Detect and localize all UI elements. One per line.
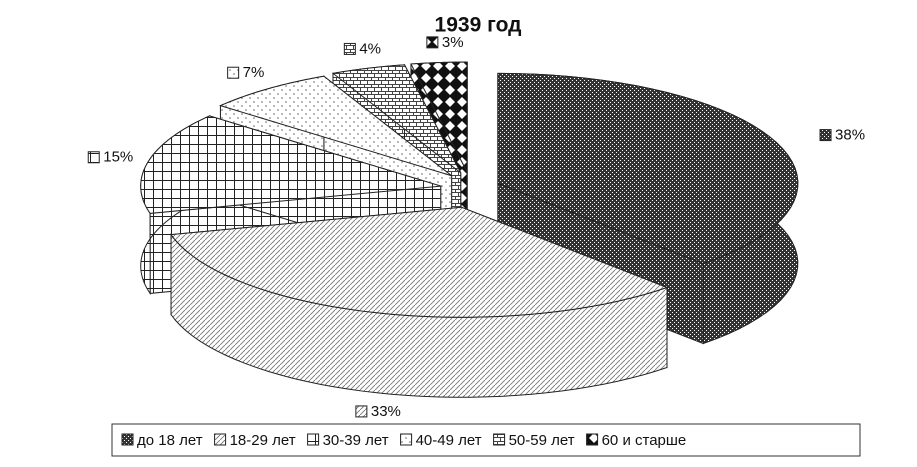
slice bbox=[170, 206, 669, 398]
legend-swatch bbox=[214, 433, 227, 446]
legend-label: 50-59 лет bbox=[509, 432, 575, 449]
legend-swatch bbox=[121, 433, 134, 446]
data-label: 3% bbox=[442, 34, 464, 51]
legend-label: до 18 лет bbox=[137, 432, 203, 449]
label-swatch bbox=[227, 66, 240, 79]
label-swatch bbox=[87, 151, 100, 164]
legend-label: 60 и старше bbox=[602, 432, 687, 449]
label-swatch bbox=[343, 42, 356, 55]
legend-box bbox=[111, 423, 861, 457]
legend-swatch bbox=[307, 433, 320, 446]
legend-swatch bbox=[586, 433, 599, 446]
data-label: 38% bbox=[835, 127, 865, 144]
legend-swatch bbox=[400, 433, 413, 446]
slice-top bbox=[497, 72, 799, 265]
legend-label: 30-39 лет bbox=[323, 432, 389, 449]
legend-label: 40-49 лет bbox=[416, 432, 482, 449]
chart-title: 1939 год bbox=[435, 14, 522, 37]
data-label: 7% bbox=[243, 64, 265, 81]
data-label: 33% bbox=[371, 403, 401, 420]
data-label: 4% bbox=[359, 40, 381, 57]
label-swatch bbox=[355, 405, 368, 418]
legend-label: 18-29 лет bbox=[230, 432, 296, 449]
label-swatch bbox=[819, 129, 832, 142]
slice-top bbox=[410, 61, 468, 173]
slice-top bbox=[170, 206, 669, 318]
legend-swatch bbox=[493, 433, 506, 446]
slice-top bbox=[140, 115, 441, 214]
slice-top bbox=[331, 64, 462, 174]
data-label: 15% bbox=[103, 149, 133, 166]
slice-top bbox=[219, 75, 452, 177]
label-swatch bbox=[426, 36, 439, 49]
